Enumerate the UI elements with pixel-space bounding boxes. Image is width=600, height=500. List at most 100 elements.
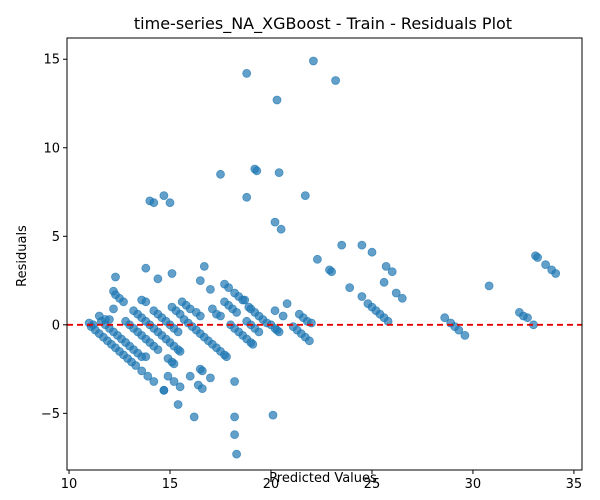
data-point [131,361,141,370]
data-point [327,267,337,277]
y-tick-label: 15 [43,53,60,68]
x-tick-label: 15 [162,477,179,492]
data-point [173,327,183,337]
data-point [153,345,163,355]
data-point [274,168,284,178]
data-point [276,224,286,234]
x-tick-label: 10 [61,477,78,492]
data-point [137,366,147,376]
data-point [189,412,199,422]
data-point [454,325,464,335]
y-axis-label: Residuals [15,225,30,287]
data-point [173,400,183,409]
data-point [440,313,450,323]
data-point [175,346,185,356]
data-point [274,327,284,337]
data-point [270,306,280,316]
data-point [141,297,151,307]
data-point [195,311,205,321]
data-point [197,366,207,376]
data-point [232,449,242,459]
points-layer [84,56,561,459]
y-tick-label: 5 [52,230,60,245]
data-point [252,166,262,176]
data-point [185,371,195,381]
data-point [216,311,225,321]
data-point [109,304,118,314]
data-point [272,95,282,105]
data-point [167,269,177,278]
chart-title: time-series_NA_XGBoost - Train - Residua… [134,14,512,34]
x-tick-label: 20 [263,477,280,492]
data-point [337,240,347,250]
data-point [119,297,128,307]
x-tick-label: 30 [465,477,482,492]
data-point [165,198,175,208]
data-point [143,371,153,381]
y-tick-label: −5 [41,407,60,422]
data-point [230,412,240,422]
data-point [111,272,120,282]
data-point [381,261,391,271]
data-point [153,274,163,284]
data-point [367,247,377,257]
data-point [387,267,397,277]
data-point [149,198,159,208]
data-point [222,352,231,362]
data-point [232,307,242,317]
data-point [175,382,185,392]
data-point [242,69,252,78]
data-point [391,288,401,298]
data-point [312,254,322,264]
x-tick-label: 35 [566,477,583,492]
data-point [205,284,215,294]
data-point [224,283,234,293]
x-axis-label: Predicted Values [269,471,377,486]
data-point [268,410,278,420]
plot-frame [66,37,583,471]
data-point [163,371,173,381]
y-tick-label: 10 [43,141,60,156]
data-point [304,336,314,346]
ticks-layer: 10 15 20 25 30 35 −5 0 5 10 15 [41,53,582,492]
data-point [306,318,316,328]
data-point [159,385,169,395]
data-point [308,56,318,66]
data-point [197,384,207,394]
data-point [397,293,407,303]
y-tick-label: 0 [52,318,60,333]
data-point [141,352,151,362]
data-point [533,253,542,262]
data-point [345,283,355,293]
data-point [109,286,118,296]
data-point [240,295,250,305]
data-point [523,313,532,323]
data-point [300,191,310,201]
data-point [541,260,550,270]
data-point [357,240,367,250]
data-point [169,359,179,369]
data-point [141,263,151,273]
data-point [159,191,169,201]
data-point [149,377,159,386]
data-point [278,311,288,321]
data-point [169,377,179,386]
data-point [331,76,341,85]
data-point [248,339,258,349]
data-point [357,292,367,301]
data-point [230,377,240,386]
data-point [230,430,240,440]
data-point [254,327,264,337]
data-point [379,277,389,287]
data-point [270,217,280,227]
data-point [242,192,252,202]
data-point [484,281,494,291]
data-point [216,169,225,179]
data-point [199,261,209,271]
data-point [460,330,470,340]
data-point [551,269,561,278]
data-point [282,299,292,309]
data-point [205,373,215,383]
x-tick-label: 25 [364,477,381,492]
